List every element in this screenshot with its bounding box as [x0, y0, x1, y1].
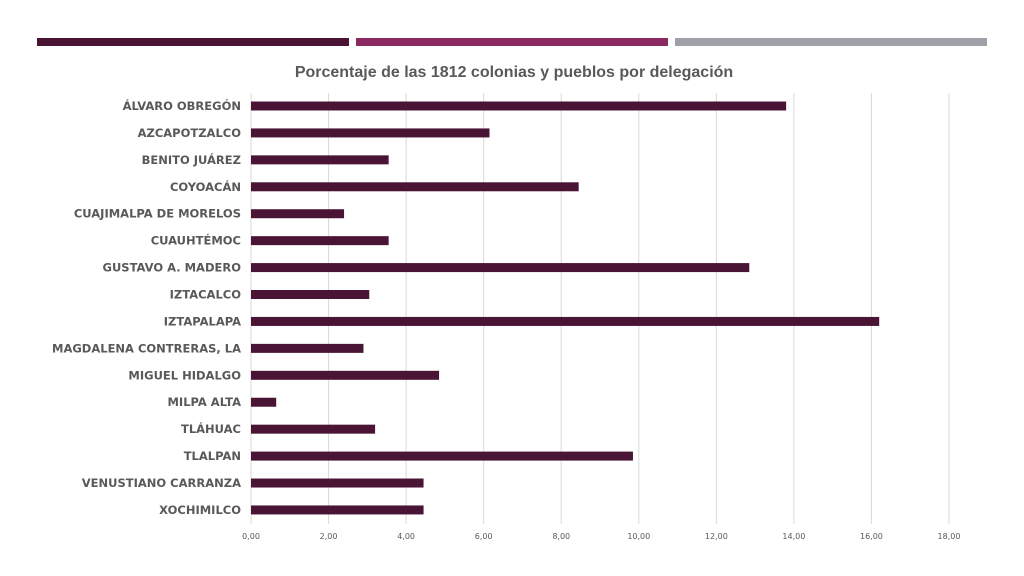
x-tick-label: 18,00	[938, 532, 961, 541]
x-tick-label: 12,00	[705, 532, 728, 541]
bar	[251, 182, 579, 192]
x-tick-label: 0,00	[242, 532, 260, 541]
bar	[251, 451, 633, 461]
bar	[251, 370, 440, 380]
bar	[251, 155, 389, 165]
x-tick-label: 4,00	[397, 532, 415, 541]
x-tick-label: 8,00	[552, 532, 570, 541]
category-label: MIGUEL HIDALGO	[128, 368, 241, 382]
header-stripe-3	[675, 38, 987, 46]
bar	[251, 424, 376, 434]
category-label: ÁLVARO OBREGÓN	[123, 98, 241, 113]
bar	[251, 101, 787, 111]
header-stripe-2	[356, 38, 668, 46]
category-label: IZTACALCO	[170, 288, 242, 302]
category-label: MAGDALENA CONTRERAS, LA	[52, 341, 241, 355]
bar	[251, 209, 345, 219]
x-tick-label: 2,00	[320, 532, 338, 541]
x-tick-label: 14,00	[782, 532, 805, 541]
category-label: VENUSTIANO CARRANZA	[82, 476, 241, 490]
bar	[251, 236, 389, 246]
bar	[251, 343, 364, 353]
bar	[251, 316, 880, 326]
category-label: BENITO JUÁREZ	[142, 152, 241, 167]
header-stripe-1	[37, 38, 349, 46]
bars	[251, 101, 880, 515]
x-tick-label: 10,00	[627, 532, 650, 541]
category-labels: ÁLVARO OBREGÓN AZCAPOTZALCO BENITO JUÁREZ C…	[52, 98, 241, 517]
x-axis-ticks: 0,00 2,00 4,00 6,00 8,00 10,00 12,00 14,00 16,00…	[242, 532, 960, 541]
category-label: AZCAPOTZALCO	[138, 126, 242, 140]
category-label: TLÁHUAC	[181, 421, 241, 436]
bar	[251, 505, 424, 515]
x-tick-label: 16,00	[860, 532, 883, 541]
category-label: CUAUHTÉMOC	[151, 233, 241, 248]
x-tick-label: 6,00	[475, 532, 493, 541]
bar	[251, 128, 490, 138]
bar	[251, 263, 750, 273]
bar	[251, 478, 424, 488]
category-label: CUAJIMALPA DE MORELOS	[74, 207, 241, 221]
chart-title: Porcentaje de las 1812 colonias y pueblo…	[295, 64, 733, 81]
bar	[251, 397, 277, 407]
category-label: MILPA ALTA	[167, 395, 241, 409]
category-label: XOCHIMILCO	[159, 503, 241, 517]
gridlines	[250, 93, 950, 524]
category-label: IZTAPALAPA	[164, 314, 241, 328]
category-label: GUSTAVO A. MADERO	[103, 261, 242, 275]
bar	[251, 290, 370, 300]
category-label: TLALPAN	[184, 449, 241, 463]
category-label: COYOACÁN	[170, 179, 241, 194]
